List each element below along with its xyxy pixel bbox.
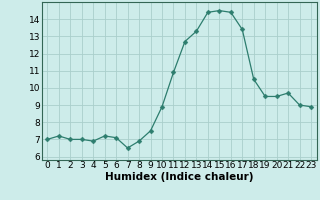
X-axis label: Humidex (Indice chaleur): Humidex (Indice chaleur) — [105, 172, 253, 182]
